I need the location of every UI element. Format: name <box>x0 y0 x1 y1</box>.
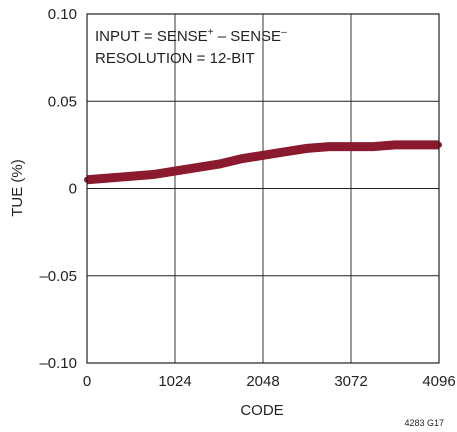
y-tick-label: –0.05 <box>39 268 77 285</box>
y-tick-label: –0.10 <box>39 355 77 372</box>
grid-lines <box>87 14 439 363</box>
tick-labels: 0 1024 2048 3072 4096 0.10 0.05 0 –0.05 –0.10 <box>39 6 455 390</box>
x-axis-title: CODE <box>240 402 283 419</box>
series-point <box>172 168 178 175</box>
annotation-input-sup1: + <box>208 27 214 38</box>
series-point <box>150 171 156 178</box>
annotation-input-sup2: – <box>281 27 287 38</box>
series-point <box>348 143 354 150</box>
series-point <box>326 143 332 150</box>
x-tick-label: 1024 <box>158 373 191 390</box>
x-tick-label: 4096 <box>422 373 455 390</box>
x-tick-label: 2048 <box>246 373 279 390</box>
annotation-input: INPUT = SENSE+ – SENSE– <box>95 27 287 45</box>
series-point <box>106 175 112 182</box>
series-point <box>304 145 310 152</box>
series-point <box>194 164 200 171</box>
series-point <box>238 155 244 162</box>
series-point <box>414 141 420 148</box>
series-point <box>128 173 134 180</box>
annotation-input-middle: – SENSE <box>214 28 282 45</box>
annotation-input-prefix: INPUT = SENSE <box>95 28 208 45</box>
series-point <box>260 152 266 159</box>
plot-frame <box>86 13 440 364</box>
series-point <box>392 141 398 148</box>
x-tick-label: 0 <box>83 373 91 390</box>
y-axis-title: TUE (%) <box>9 159 26 217</box>
series-point <box>216 161 222 168</box>
y-tick-label: 0.10 <box>48 6 77 23</box>
series-point <box>370 143 376 150</box>
series-point <box>282 148 288 155</box>
x-tick-label: 3072 <box>334 373 367 390</box>
annotation-resolution: RESOLUTION = 12-BIT <box>95 50 255 67</box>
y-tick-label: 0 <box>69 181 77 198</box>
y-tick-label: 0.05 <box>48 93 77 110</box>
series-layer <box>84 140 442 185</box>
figure-id: 4283 G17 <box>404 418 444 428</box>
